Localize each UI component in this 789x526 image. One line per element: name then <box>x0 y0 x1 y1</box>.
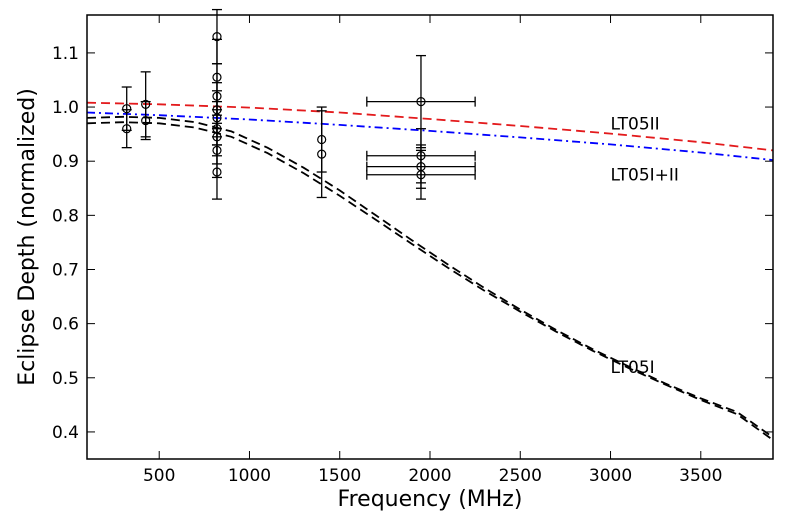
y-tick-label: 0.5 <box>52 369 79 389</box>
x-tick-label: 1500 <box>318 466 361 486</box>
data-point <box>141 115 151 126</box>
x-tick-label: 3500 <box>679 466 722 486</box>
y-axis-label: Eclipse Depth (normalized) <box>15 88 40 386</box>
x-tick-label: 1000 <box>228 466 271 486</box>
x-tick-label: 2500 <box>499 466 542 486</box>
annotation-label: LT05I <box>611 358 655 378</box>
y-tick-label: 0.4 <box>52 423 79 443</box>
data-point <box>416 97 426 107</box>
points-layer <box>121 8 476 200</box>
y-tick-label: 1.0 <box>52 98 79 118</box>
y-tick-label: 0.9 <box>52 152 79 172</box>
y-tick-label: 0.7 <box>52 260 79 280</box>
annotation-label: LT05I+II <box>611 166 679 186</box>
series-line <box>86 101 774 152</box>
y-tick-label: 0.6 <box>52 315 79 335</box>
plot-background <box>87 15 773 459</box>
annotation-layer: LT05II LT05I+II LT05I <box>611 114 679 378</box>
data-point <box>416 170 426 180</box>
x-axis-label: Frequency (MHz) <box>338 487 523 512</box>
y-tick-label: 1.1 <box>52 44 79 64</box>
x-tick-label: 3000 <box>589 466 632 486</box>
series-layer <box>86 101 774 441</box>
annotation-label: LT05II <box>611 114 660 134</box>
series-line <box>86 121 774 441</box>
series-line <box>86 115 774 439</box>
x-tick-label: 2000 <box>408 466 451 486</box>
y-tick-label: 0.8 <box>52 206 79 226</box>
series-line <box>86 111 774 161</box>
data-point <box>122 124 132 134</box>
x-tick-label: 500 <box>143 466 175 486</box>
data-point <box>212 167 222 177</box>
data-point <box>317 149 327 159</box>
ticks-layer: 500 1000 1500 2000 2500 3000 3500 0.4 0.5 0.6 0.7 0… <box>52 15 773 486</box>
